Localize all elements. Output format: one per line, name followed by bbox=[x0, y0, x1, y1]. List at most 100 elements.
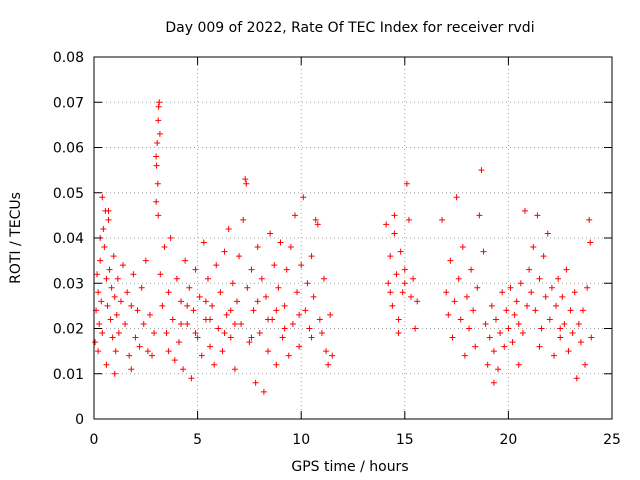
data-point-marker bbox=[391, 212, 398, 219]
data-point-marker bbox=[190, 307, 197, 314]
data-point-marker bbox=[302, 307, 309, 314]
data-point-marker bbox=[320, 275, 327, 282]
data-point-marker bbox=[275, 284, 282, 291]
data-point-marker bbox=[530, 244, 537, 251]
data-point-marker bbox=[186, 284, 193, 291]
data-point-marker bbox=[490, 348, 497, 355]
data-point-marker bbox=[306, 325, 313, 332]
data-point-marker bbox=[497, 330, 504, 337]
data-point-marker bbox=[300, 194, 307, 201]
data-point-marker bbox=[128, 366, 135, 373]
y-tick-label: 0.07 bbox=[53, 95, 84, 111]
data-point-marker bbox=[227, 307, 234, 314]
data-point-marker bbox=[391, 230, 398, 237]
x-tick-label: 10 bbox=[292, 432, 310, 448]
data-point-marker bbox=[285, 352, 292, 359]
data-point-marker bbox=[169, 316, 176, 323]
data-point-marker bbox=[399, 289, 406, 296]
data-point-marker bbox=[192, 266, 199, 273]
x-tick-label: 0 bbox=[90, 432, 99, 448]
data-point-marker bbox=[265, 316, 272, 323]
data-point-marker bbox=[254, 298, 261, 305]
data-point-marker bbox=[204, 275, 211, 282]
data-point-marker bbox=[122, 320, 129, 327]
data-point-marker bbox=[536, 343, 543, 350]
data-point-marker bbox=[101, 244, 108, 251]
data-point-marker bbox=[538, 325, 545, 332]
data-point-marker bbox=[149, 352, 156, 359]
data-point-marker bbox=[99, 330, 106, 337]
data-point-marker bbox=[540, 253, 547, 260]
data-point-marker bbox=[231, 320, 238, 327]
data-point-marker bbox=[155, 103, 162, 110]
data-point-marker bbox=[97, 257, 104, 264]
data-point-marker bbox=[105, 216, 112, 223]
data-point-marker bbox=[108, 284, 115, 291]
data-point-marker bbox=[262, 293, 269, 300]
data-point-marker bbox=[505, 325, 512, 332]
x-tick-label: 20 bbox=[499, 432, 517, 448]
data-point-marker bbox=[281, 302, 288, 309]
data-point-marker bbox=[271, 262, 278, 269]
x-tick-label: 15 bbox=[396, 432, 414, 448]
data-point-marker bbox=[557, 325, 564, 332]
data-point-marker bbox=[207, 316, 214, 323]
data-point-marker bbox=[106, 266, 113, 273]
data-point-marker bbox=[124, 289, 131, 296]
data-point-marker bbox=[192, 330, 199, 337]
data-point-marker bbox=[112, 348, 119, 355]
data-point-marker bbox=[294, 289, 301, 296]
data-point-marker bbox=[120, 262, 127, 269]
data-point-marker bbox=[536, 275, 543, 282]
data-point-marker bbox=[308, 334, 315, 341]
data-point-marker bbox=[557, 334, 564, 341]
data-point-marker bbox=[95, 348, 102, 355]
data-point-marker bbox=[513, 298, 520, 305]
data-point-marker bbox=[221, 330, 228, 337]
y-tick-label: 0.02 bbox=[53, 322, 84, 338]
data-point-marker bbox=[128, 302, 135, 309]
data-point-marker bbox=[146, 311, 153, 318]
data-point-marker bbox=[165, 289, 172, 296]
data-points bbox=[92, 99, 595, 395]
data-point-marker bbox=[225, 225, 232, 232]
data-point-marker bbox=[134, 307, 141, 314]
data-point-marker bbox=[136, 343, 143, 350]
data-point-marker bbox=[528, 289, 535, 296]
axis-ticks bbox=[93, 56, 613, 420]
data-point-marker bbox=[281, 325, 288, 332]
data-point-marker bbox=[544, 230, 551, 237]
data-point-marker bbox=[196, 293, 203, 300]
data-point-marker bbox=[194, 334, 201, 341]
data-point-marker bbox=[273, 361, 280, 368]
data-point-marker bbox=[200, 239, 207, 246]
data-point-marker bbox=[312, 216, 319, 223]
y-tick-label: 0.03 bbox=[53, 276, 84, 292]
data-point-marker bbox=[329, 352, 336, 359]
data-point-marker bbox=[480, 248, 487, 255]
data-point-marker bbox=[219, 348, 226, 355]
y-axis-label: ROTI / TECUs bbox=[8, 192, 24, 284]
data-point-marker bbox=[173, 275, 180, 282]
data-point-marker bbox=[209, 302, 216, 309]
data-point-marker bbox=[242, 176, 249, 183]
data-point-marker bbox=[265, 348, 272, 355]
data-point-marker bbox=[104, 302, 111, 309]
data-point-marker bbox=[180, 366, 187, 373]
data-point-marker bbox=[110, 253, 117, 260]
data-point-marker bbox=[233, 298, 240, 305]
data-point-marker bbox=[161, 244, 168, 251]
data-point-marker bbox=[167, 235, 174, 241]
data-point-marker bbox=[490, 379, 497, 386]
data-point-marker bbox=[401, 280, 408, 287]
data-point-marker bbox=[227, 334, 234, 341]
data-point-marker bbox=[115, 330, 122, 337]
data-point-marker bbox=[207, 343, 214, 350]
data-point-marker bbox=[130, 271, 137, 278]
data-point-marker bbox=[548, 284, 555, 291]
data-point-marker bbox=[273, 307, 280, 314]
data-point-marker bbox=[532, 307, 539, 314]
data-point-marker bbox=[534, 212, 541, 219]
data-point-marker bbox=[231, 366, 238, 373]
